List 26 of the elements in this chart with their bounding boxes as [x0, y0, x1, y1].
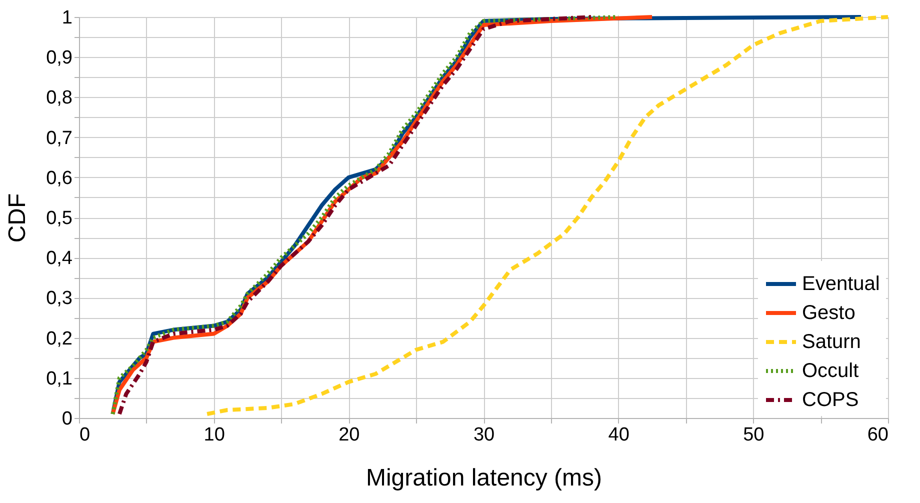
- x-tick-label: 40: [608, 424, 630, 446]
- x-tick-label: 50: [743, 424, 764, 446]
- x-tick-label: 10: [204, 424, 225, 446]
- y-tick-label: 0,7: [46, 128, 72, 149]
- y-tick-label: 0: [62, 408, 72, 430]
- legend-label: Eventual: [802, 273, 880, 295]
- x-tick-label: 60: [867, 424, 888, 446]
- y-tick-label: 0,4: [46, 248, 73, 270]
- y-tick-label: 0,9: [46, 48, 72, 69]
- y-tick-label: 0,6: [46, 168, 72, 189]
- y-tick-label: 1: [62, 8, 72, 28]
- y-axis-title: CDF: [4, 193, 32, 243]
- y-tick-label: 0,1: [46, 368, 72, 390]
- x-tick-label: 30: [473, 424, 495, 446]
- legend-label: Occult: [802, 360, 860, 382]
- x-axis-title: Migration latency (ms): [366, 464, 602, 492]
- y-tick-label: 0,2: [46, 328, 72, 350]
- x-tick-label: 0: [80, 424, 90, 446]
- legend-label: COPS: [802, 389, 859, 411]
- y-tick-label: 0,5: [46, 208, 72, 229]
- legend-label: Gesto: [802, 302, 856, 324]
- legend-label: Saturn: [802, 331, 861, 353]
- x-tick-label: 20: [338, 424, 360, 446]
- y-tick-label: 0,8: [46, 88, 72, 109]
- y-tick-label: 0,3: [46, 288, 72, 310]
- line-series: [205, 15, 890, 416]
